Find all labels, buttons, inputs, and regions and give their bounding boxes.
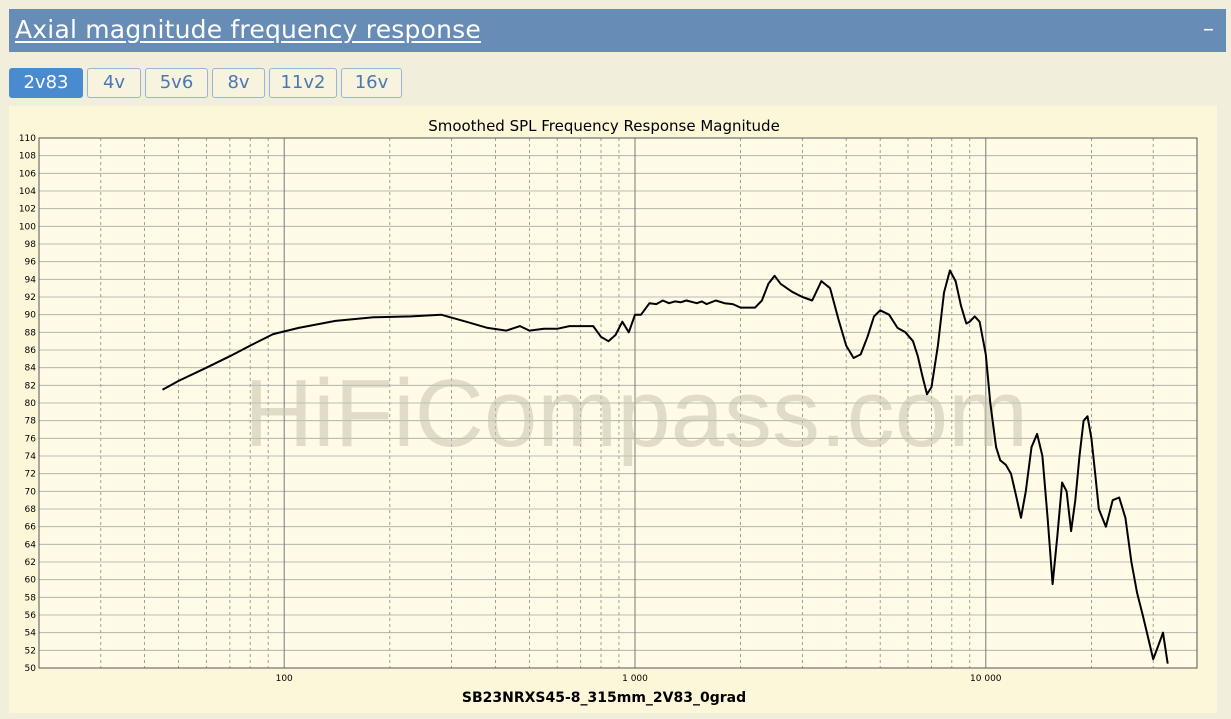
plot-frame: [38, 137, 1198, 669]
tab-2v83[interactable]: 2v83: [9, 68, 83, 98]
y-tick-label: 76: [25, 434, 37, 444]
x-axis-ticks: 100 1 000 10 000: [276, 674, 1002, 684]
y-tick-label: 106: [19, 169, 36, 179]
collapse-button[interactable]: –: [1203, 17, 1214, 42]
y-tick-label: 110: [19, 134, 36, 144]
y-axis-ticks: 50 52 54 56 58 60 62 64 66 68 70 72 74 76 78 80 82 84 86 88…: [19, 134, 36, 674]
y-tick-label: 100: [19, 222, 36, 232]
y-tick-label: 50: [25, 664, 37, 674]
tab-16v[interactable]: 16v: [341, 68, 402, 98]
y-tick-label: 70: [25, 487, 37, 497]
y-tick-label: 94: [25, 275, 37, 285]
section-title-link[interactable]: Axial magnitude frequency response: [15, 15, 481, 44]
y-tick-label: 60: [25, 576, 37, 586]
tab-11v2[interactable]: 11v2: [269, 68, 337, 98]
y-tick-label: 74: [25, 452, 37, 462]
chart-panel: HiFiCompass.com 50 52 54 56 58 60 62 64 66 68 70 72…: [9, 106, 1217, 713]
tab-5v6[interactable]: 5v6: [145, 68, 208, 98]
y-tick-label: 88: [25, 328, 37, 338]
y-tick-label: 82: [25, 381, 36, 391]
section-header: Axial magnitude frequency response –: [9, 9, 1226, 52]
y-tick-label: 64: [25, 540, 37, 550]
y-tick-label: 104: [19, 187, 36, 197]
x-tick-label: 10 000: [970, 674, 1002, 684]
y-tick-label: 66: [25, 523, 37, 533]
y-tick-label: 108: [19, 152, 36, 162]
y-tick-label: 52: [25, 646, 36, 656]
tab-8v[interactable]: 8v: [212, 68, 265, 98]
x-axis-label: SB23NRXS45-8_315mm_2V83_0grad: [462, 690, 746, 706]
y-tick-label: 102: [19, 205, 36, 215]
y-tick-label: 96: [25, 258, 37, 268]
y-tick-label: 72: [25, 470, 36, 480]
y-tick-label: 58: [25, 593, 37, 603]
voltage-tabs: 2v83 4v 5v6 8v 11v2 16v: [9, 68, 402, 100]
frequency-response-chart: HiFiCompass.com 50 52 54 56 58 60 62 64 66 68 70 72…: [19, 117, 1198, 706]
major-grid: [39, 138, 1197, 668]
watermark: HiFiCompass.com: [244, 360, 1028, 467]
y-tick-label: 92: [25, 293, 36, 303]
x-tick-label: 100: [276, 674, 293, 684]
tab-4v[interactable]: 4v: [87, 68, 141, 98]
y-tick-label: 80: [25, 399, 37, 409]
spl-curve: [162, 269, 1169, 664]
y-tick-label: 98: [25, 240, 37, 250]
y-tick-label: 62: [25, 558, 36, 568]
x-tick-label: 1 000: [622, 674, 648, 684]
chart-title: Smoothed SPL Frequency Response Magnitud…: [428, 117, 780, 135]
y-tick-label: 90: [25, 311, 37, 321]
y-tick-label: 54: [25, 629, 37, 639]
y-tick-label: 78: [25, 417, 37, 427]
y-tick-label: 56: [25, 611, 37, 621]
y-tick-label: 84: [25, 364, 37, 374]
y-tick-label: 68: [25, 505, 37, 515]
y-tick-label: 86: [25, 346, 37, 356]
